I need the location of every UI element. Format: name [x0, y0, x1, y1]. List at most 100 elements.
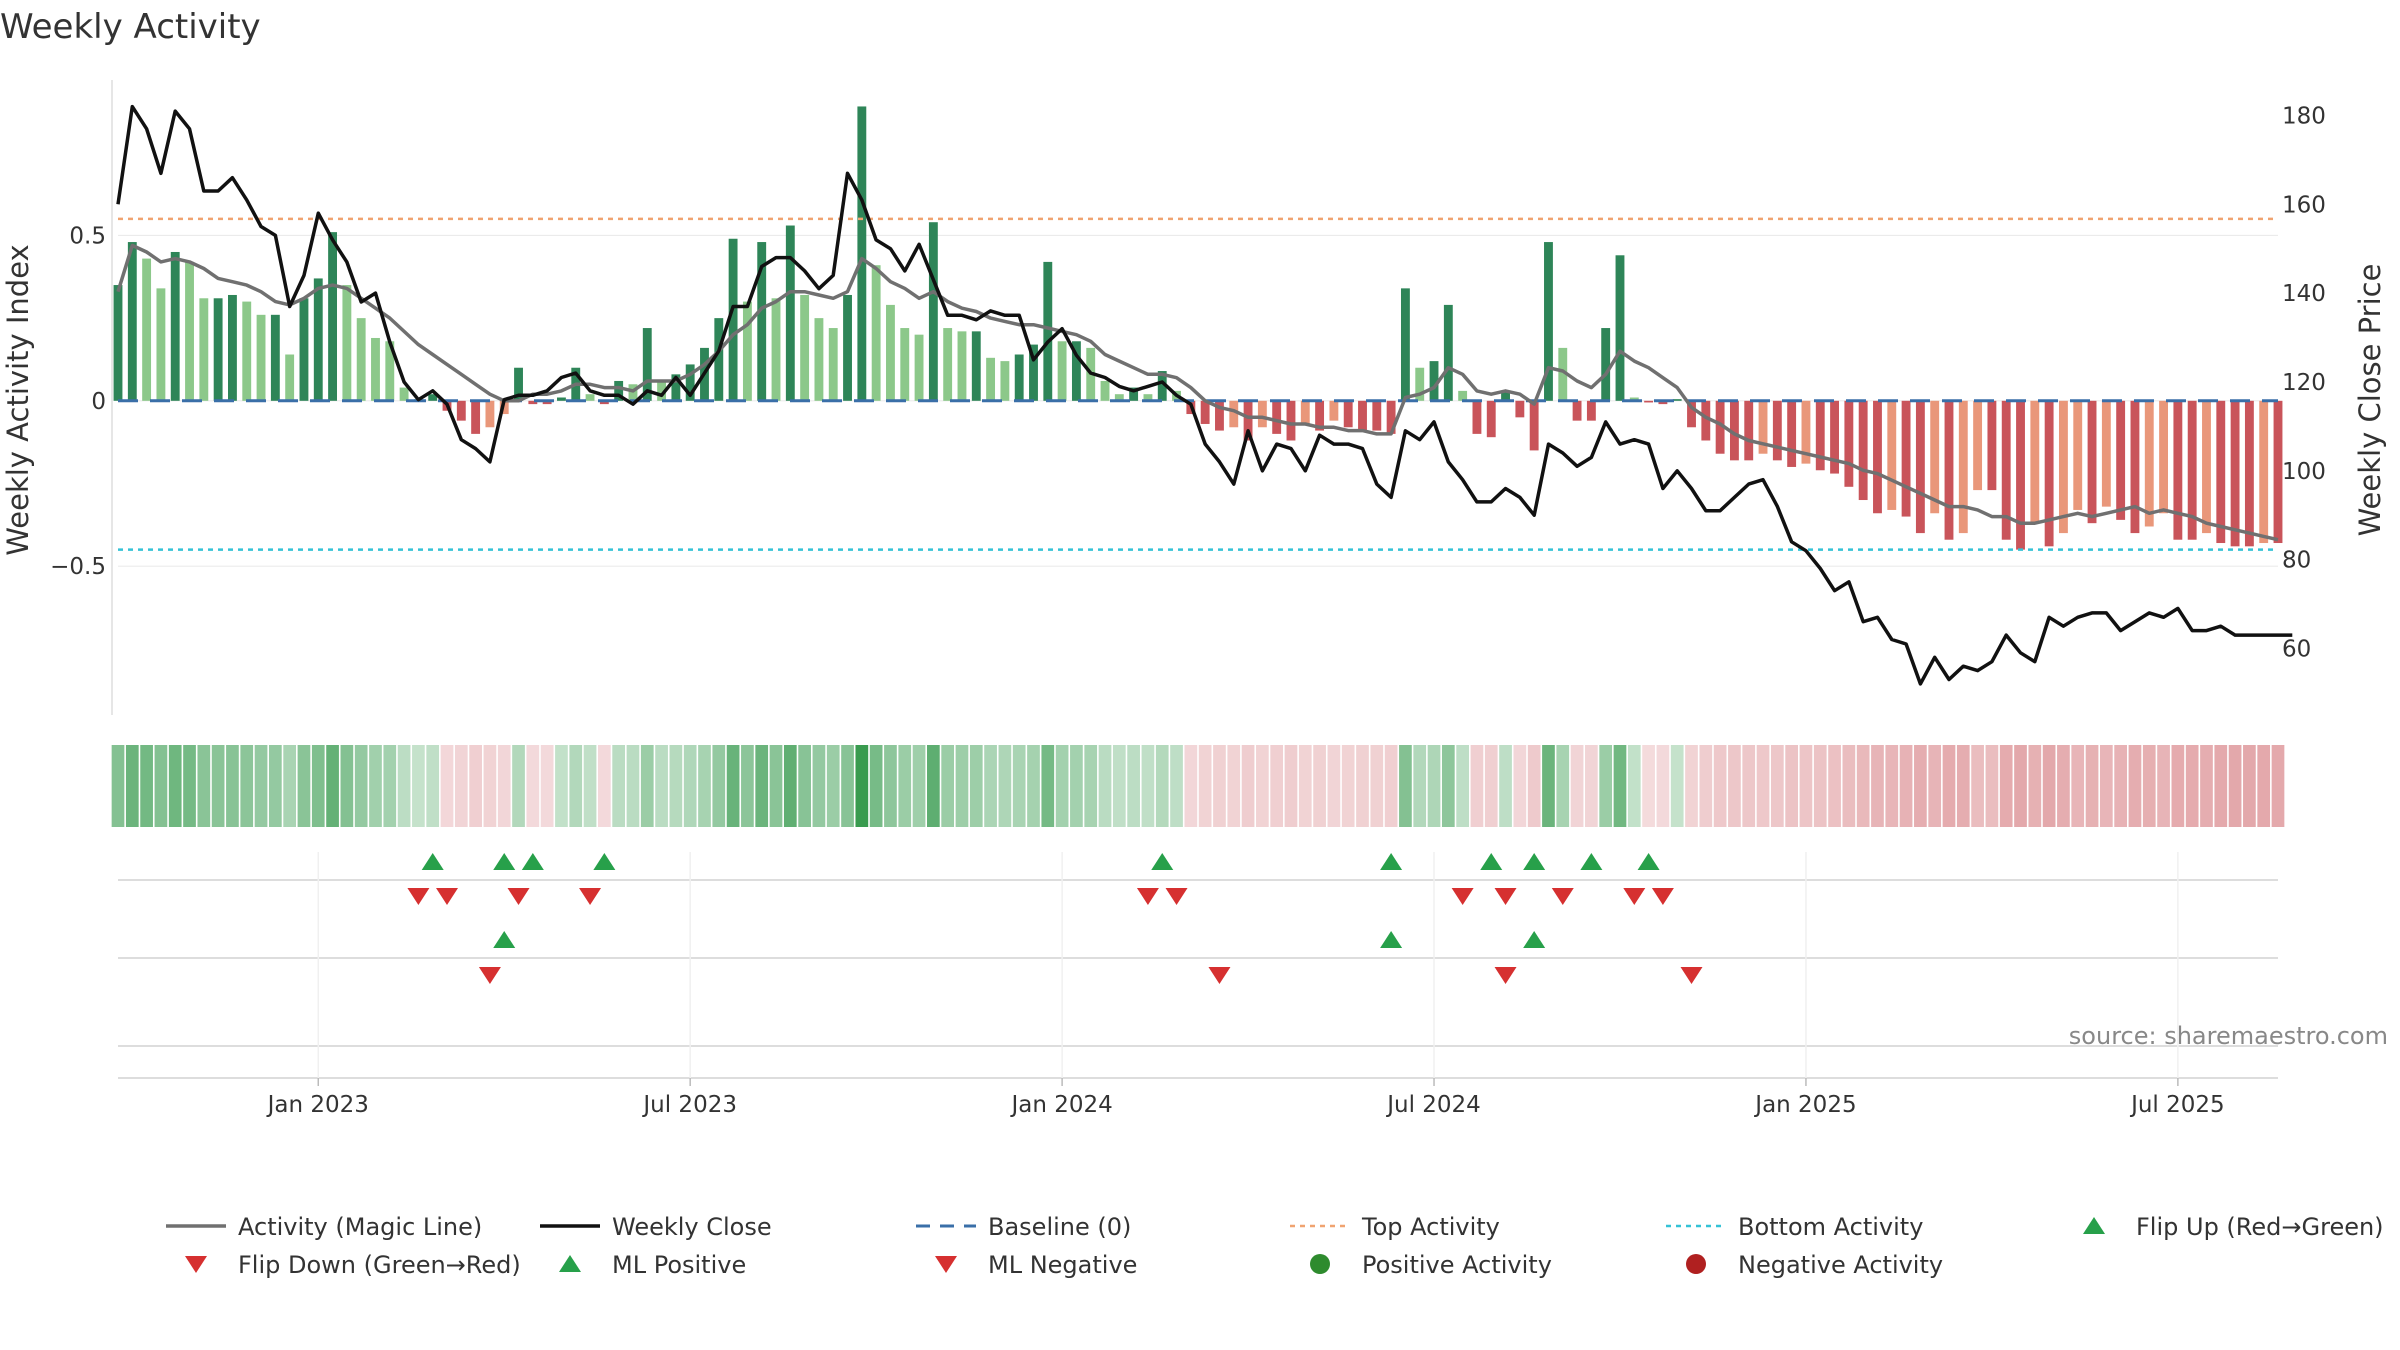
legend-negact-swatch [1686, 1254, 1706, 1274]
activity-bar [1043, 261, 1053, 401]
axes: 0.5 0 −0.5 180 160 140 120 100 80 60 Jan 2023 Jul 2… [50, 80, 2326, 1118]
heat-cell [2257, 745, 2271, 827]
heat-cell [1956, 745, 1970, 827]
activity-bar [199, 298, 209, 401]
activity-bar [142, 258, 152, 401]
activity-bar [242, 301, 252, 401]
y-tick-right-label: 80 [2282, 548, 2311, 574]
activity-bar [943, 328, 953, 401]
heat-cell [598, 745, 611, 827]
heat-cell [311, 745, 325, 827]
heat-cell [1413, 745, 1427, 827]
flip-up-marker [593, 853, 616, 870]
heat-cell [1313, 745, 1326, 827]
y-tick-right-label: 180 [2282, 104, 2326, 130]
activity-bar [1272, 400, 1282, 434]
heat-cell [297, 745, 311, 827]
heat-cell [1470, 745, 1484, 827]
activity-bar [1515, 400, 1525, 418]
heat-cell [340, 745, 354, 827]
heat-cell [1813, 745, 1827, 827]
heat-cell [383, 745, 397, 827]
heat-cell [1027, 745, 1040, 827]
activity-bar [499, 400, 509, 415]
legend-posact-label: Positive Activity [1362, 1251, 1552, 1279]
y-tick-right-label: 140 [2282, 281, 2326, 307]
activity-bar [328, 232, 338, 401]
activity-bar [1973, 400, 1983, 491]
heat-cell [1842, 745, 1856, 827]
activity-bar [2087, 400, 2097, 524]
heat-cell [1585, 745, 1598, 827]
activity-bar [1472, 400, 1482, 434]
activity-bar [1000, 361, 1010, 401]
heat-cell [841, 745, 854, 827]
activity-bar [928, 222, 938, 401]
heat-cell [898, 745, 912, 827]
heat-cell [1899, 745, 1913, 827]
activity-bar [1544, 242, 1553, 401]
activity-bar [456, 400, 466, 421]
activity-bar [971, 331, 981, 401]
heat-cell [168, 745, 182, 827]
legend-baseline-label: Baseline (0) [988, 1213, 1131, 1241]
heat-cell [140, 745, 153, 827]
flip-down-marker [1136, 888, 1159, 905]
activity-bar [2230, 400, 2240, 547]
heat-cell [2042, 745, 2056, 827]
heat-cell [969, 745, 983, 827]
heat-cell [1770, 745, 1784, 827]
heat-cell [369, 745, 382, 827]
heat-cell [2142, 745, 2156, 827]
activity-bar [1200, 400, 1210, 424]
activity-bar [1958, 400, 1968, 534]
legend: Activity (Magic Line) Weekly Close Baselin… [166, 1213, 2384, 1279]
activity-bar [528, 400, 538, 405]
ml-negative-marker [1494, 967, 1517, 984]
activity-bar [2001, 400, 2011, 540]
heat-cell [211, 745, 225, 827]
heat-cell [583, 745, 597, 827]
activity-bar [1830, 400, 1839, 474]
heat-cell [1141, 745, 1155, 827]
activity-bar [1987, 400, 1997, 491]
activity-bar [285, 354, 295, 401]
heat-cell [884, 745, 897, 827]
heat-cell [1742, 745, 1756, 827]
heat-cell [755, 745, 769, 827]
heat-cell [912, 745, 926, 827]
heat-cell [669, 745, 683, 827]
magic-line [116, 243, 2279, 542]
activity-heat-strip [111, 745, 2285, 827]
activity-bars [113, 106, 2283, 550]
activity-bar [1029, 344, 1038, 401]
flip-down-marker [507, 888, 530, 905]
series-lines [116, 104, 2293, 686]
heat-cell [1656, 745, 1670, 827]
x-tick-label: Jul 2023 [641, 1092, 737, 1118]
heat-cell [268, 745, 282, 827]
activity-bar [1873, 400, 1882, 514]
heat-cell [1427, 745, 1441, 827]
x-tick-label: Jan 2025 [1753, 1092, 1856, 1118]
activity-bar [1315, 400, 1325, 431]
activity-bar [843, 294, 852, 401]
ml-positive-marker [1380, 931, 1403, 948]
heat-cell [1213, 745, 1226, 827]
heat-cell [569, 745, 583, 827]
activity-bar [2030, 400, 2040, 524]
legend-close-label: Weekly Close [612, 1213, 772, 1241]
activity-bar [1486, 400, 1496, 438]
heat-cell [1756, 745, 1770, 827]
heat-cell [1942, 745, 1956, 827]
flip-up-marker [1151, 853, 1174, 870]
signal-markers [118, 852, 2278, 1079]
heat-cell [1298, 745, 1312, 827]
heat-cell [1098, 745, 1112, 827]
activity-bar [1501, 390, 1510, 401]
heat-cell [1670, 745, 1684, 827]
activity-bar [557, 397, 566, 401]
y-axis-right-title: Weekly Close Price [2353, 264, 2387, 537]
heat-cell [197, 745, 211, 827]
activity-bar [585, 394, 595, 401]
